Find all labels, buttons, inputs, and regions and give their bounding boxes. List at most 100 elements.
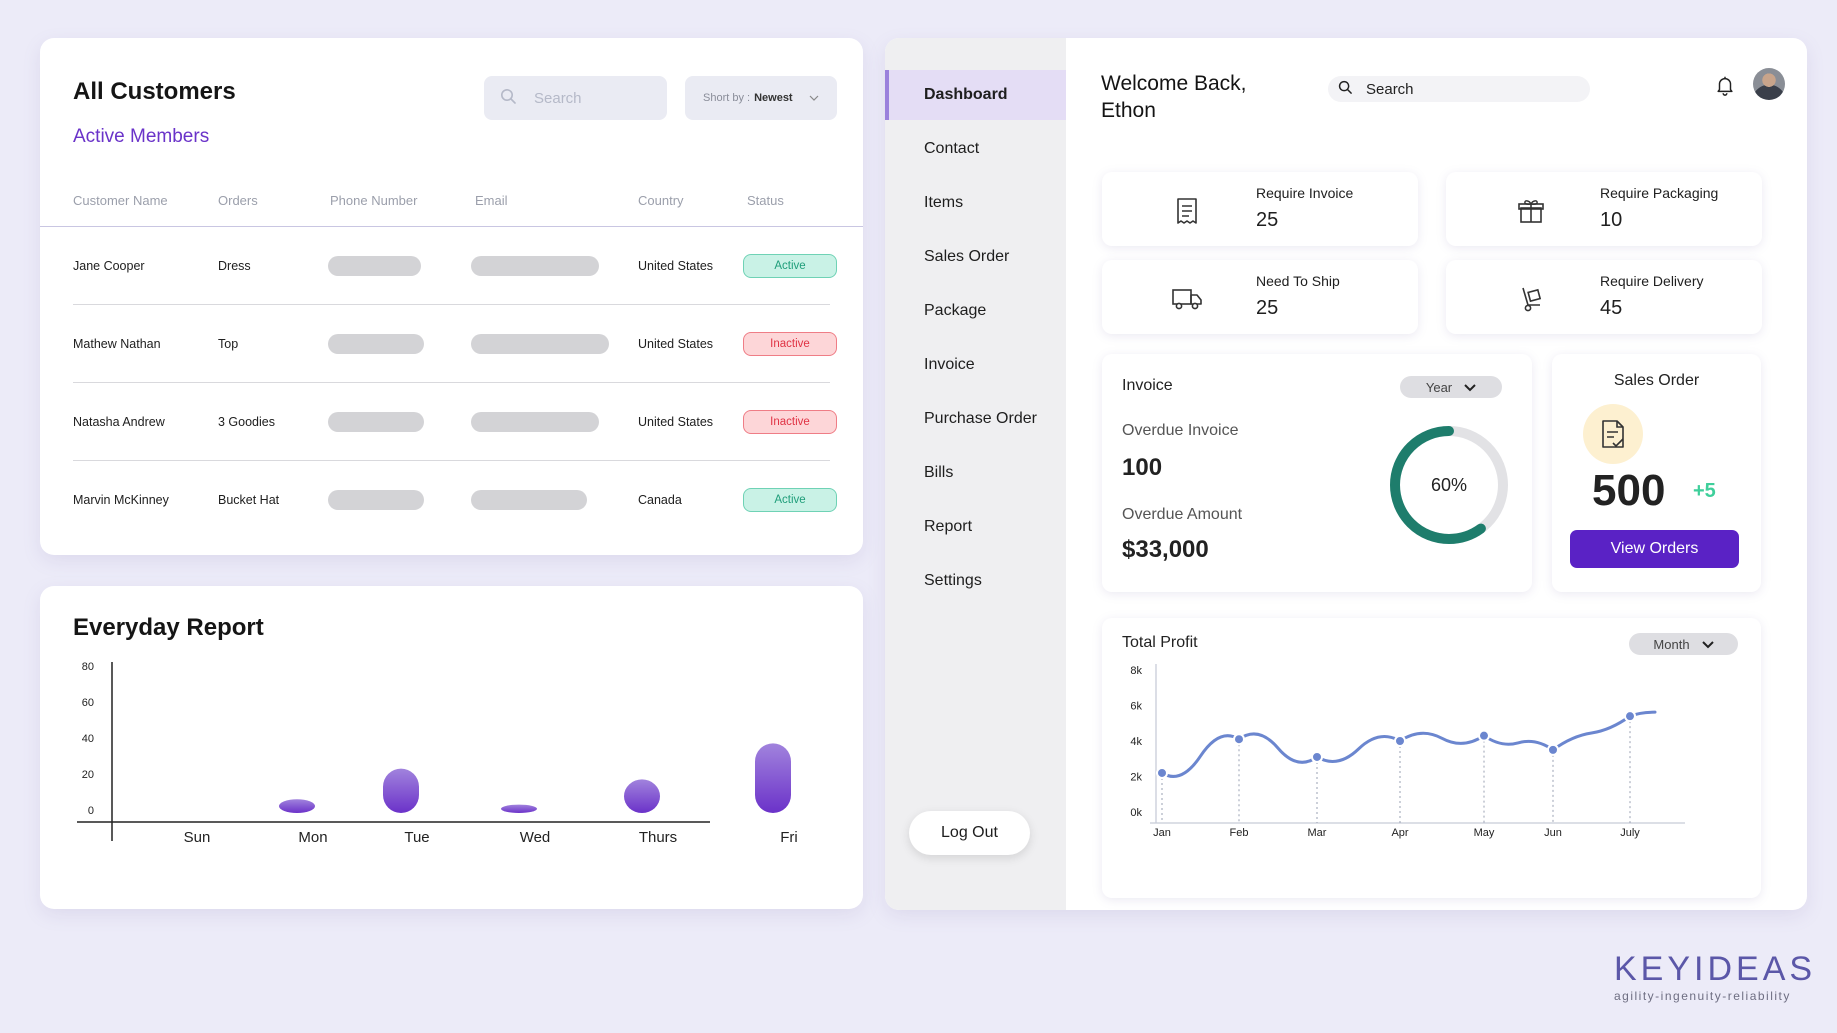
y-tick-label: 20 [82, 769, 94, 781]
nav-item-dashboard[interactable]: Dashboard [885, 70, 1066, 120]
data-point [1156, 766, 1168, 779]
x-tick-label: Fri [780, 829, 798, 846]
bar [755, 743, 791, 813]
col-phone-number: Phone Number [330, 193, 418, 208]
year-dropdown-label: Year [1425, 379, 1453, 395]
email-placeholder [471, 256, 599, 276]
stat-require-packaging[interactable]: Require Packaging 10 [1446, 172, 1762, 246]
sidebar: Dashboard Contact Items Sales Order Pack… [885, 38, 1066, 910]
col-email: Email [475, 193, 508, 208]
stat-label: Require Invoice [1256, 185, 1354, 201]
x-tick-label: Sun [184, 829, 211, 846]
gift-icon [1502, 182, 1560, 240]
nav-item-package[interactable]: Package [924, 302, 987, 319]
stat-require-invoice[interactable]: Require Invoice 25 [1102, 172, 1418, 246]
customer-name: Natasha Andrew [73, 415, 165, 429]
customer-country: Canada [638, 493, 682, 507]
month-dropdown[interactable]: Month [1629, 633, 1738, 655]
bar [501, 804, 537, 813]
phone-placeholder [328, 256, 421, 276]
x-tick-label: Jan [1153, 827, 1171, 839]
active-members-link[interactable]: Active Members [73, 126, 210, 147]
nav-item-invoice[interactable]: Invoice [924, 356, 975, 373]
sort-dropdown[interactable]: Short by : Newest [685, 76, 837, 120]
bar [624, 779, 660, 813]
customers-search-input[interactable]: Search [484, 76, 667, 120]
table-row[interactable]: Jane Cooper Dress United States Active [40, 227, 863, 305]
nav-item-report[interactable]: Report [924, 518, 973, 535]
x-tick-label: Mon [298, 829, 327, 846]
invoice-icon [1158, 182, 1216, 240]
year-dropdown[interactable]: Year [1400, 376, 1502, 398]
overdue-amount-value: $33,000 [1122, 536, 1209, 563]
x-tick-label: Tue [404, 829, 429, 846]
search-icon [1338, 80, 1352, 98]
y-tick-label: 4k [1130, 736, 1142, 748]
stat-label: Require Packaging [1600, 185, 1719, 201]
profit-line-chart: 0k 2k 4k 6k 8k Jan Feb Mar Apr May Jun July [1130, 664, 1685, 839]
nav-item-contact[interactable]: Contact [924, 140, 980, 157]
all-customers-card: All Customers Active Members Search Shor… [40, 38, 863, 555]
x-tick-label: Feb [1230, 827, 1249, 839]
table-row[interactable]: Mathew Nathan Top United States Inactive [40, 305, 863, 383]
customer-name: Mathew Nathan [73, 337, 161, 351]
customer-order: Top [218, 337, 239, 351]
nav-item-items[interactable]: Items [924, 194, 964, 211]
customer-country: United States [638, 415, 714, 429]
avatar[interactable] [1753, 68, 1785, 100]
x-tick-label: July [1620, 827, 1640, 839]
customers-title: All Customers [73, 78, 236, 105]
trolley-icon [1502, 270, 1560, 328]
profit-title: Total Profit [1122, 634, 1198, 651]
nav-item-purchase-order[interactable]: Purchase Order [924, 410, 1037, 427]
customer-name: Jane Cooper [73, 259, 145, 273]
nav-item-bills[interactable]: Bills [924, 464, 954, 481]
phone-placeholder [328, 490, 424, 510]
email-placeholder [471, 412, 599, 432]
table-row[interactable]: Marvin McKinney Bucket Hat Canada Active [40, 461, 863, 539]
x-tick-label: Mar [1308, 827, 1327, 839]
stat-value: 45 [1600, 297, 1623, 319]
stat-require-delivery[interactable]: Require Delivery 45 [1446, 260, 1762, 334]
progress-label: 60% [1430, 474, 1468, 495]
chevron-down-icon [809, 92, 819, 104]
status-badge: Active [743, 254, 837, 278]
y-tick-label: 2k [1130, 772, 1142, 784]
search-placeholder: Search [534, 89, 582, 107]
x-tick-label: Wed [520, 829, 551, 846]
sort-label: Short by : [703, 92, 751, 104]
customer-order: Dress [218, 259, 251, 273]
status-badge: Active [743, 488, 837, 512]
y-tick-label: 0 [88, 805, 94, 817]
dashboard-search-input[interactable]: Search [1328, 76, 1590, 102]
progress-arc [1390, 426, 1508, 544]
customer-order: Bucket Hat [218, 493, 280, 507]
progress-donut [1390, 426, 1508, 544]
bar-chart: 0 20 40 60 80 Sun Mon Tue Wed Thurs Fri [77, 661, 798, 846]
status-badge: Inactive [743, 332, 837, 356]
data-point [1233, 733, 1245, 746]
nav-item-settings[interactable]: Settings [924, 572, 982, 589]
data-point [1394, 735, 1406, 747]
truck-icon [1158, 270, 1216, 328]
overdue-amount-label: Overdue Amount [1122, 506, 1243, 523]
logout-button[interactable]: Log Out [909, 811, 1030, 855]
table-row[interactable]: Natasha Andrew 3 Goodies United States I… [40, 383, 863, 461]
x-tick-label: May [1474, 827, 1495, 839]
total-profit-card: Total Profit Month 0k 2k 4k 6k 8k Jan Feb Mar Ap… [1102, 618, 1761, 898]
welcome-heading: Welcome Back, Ethon [1101, 72, 1247, 122]
stat-need-to-ship[interactable]: Need To Ship 25 [1102, 260, 1418, 334]
customer-order: 3 Goodies [218, 415, 275, 429]
bar [383, 768, 419, 813]
search-icon [500, 88, 516, 108]
table-header: Customer Name Orders Phone Number Email … [40, 193, 863, 227]
phone-placeholder [328, 412, 424, 432]
x-tick-label: Thurs [639, 829, 677, 846]
y-tick-label: 80 [82, 661, 94, 673]
data-point [1478, 729, 1490, 742]
view-orders-button[interactable]: View Orders [1570, 530, 1739, 568]
nav-item-sales-order[interactable]: Sales Order [924, 248, 1010, 265]
bell-icon[interactable] [1714, 74, 1736, 101]
everyday-report-card: Everyday Report 0 20 40 60 80 Sun Mon Tue Wed Thu… [40, 586, 863, 909]
chevron-down-icon [1701, 637, 1714, 652]
